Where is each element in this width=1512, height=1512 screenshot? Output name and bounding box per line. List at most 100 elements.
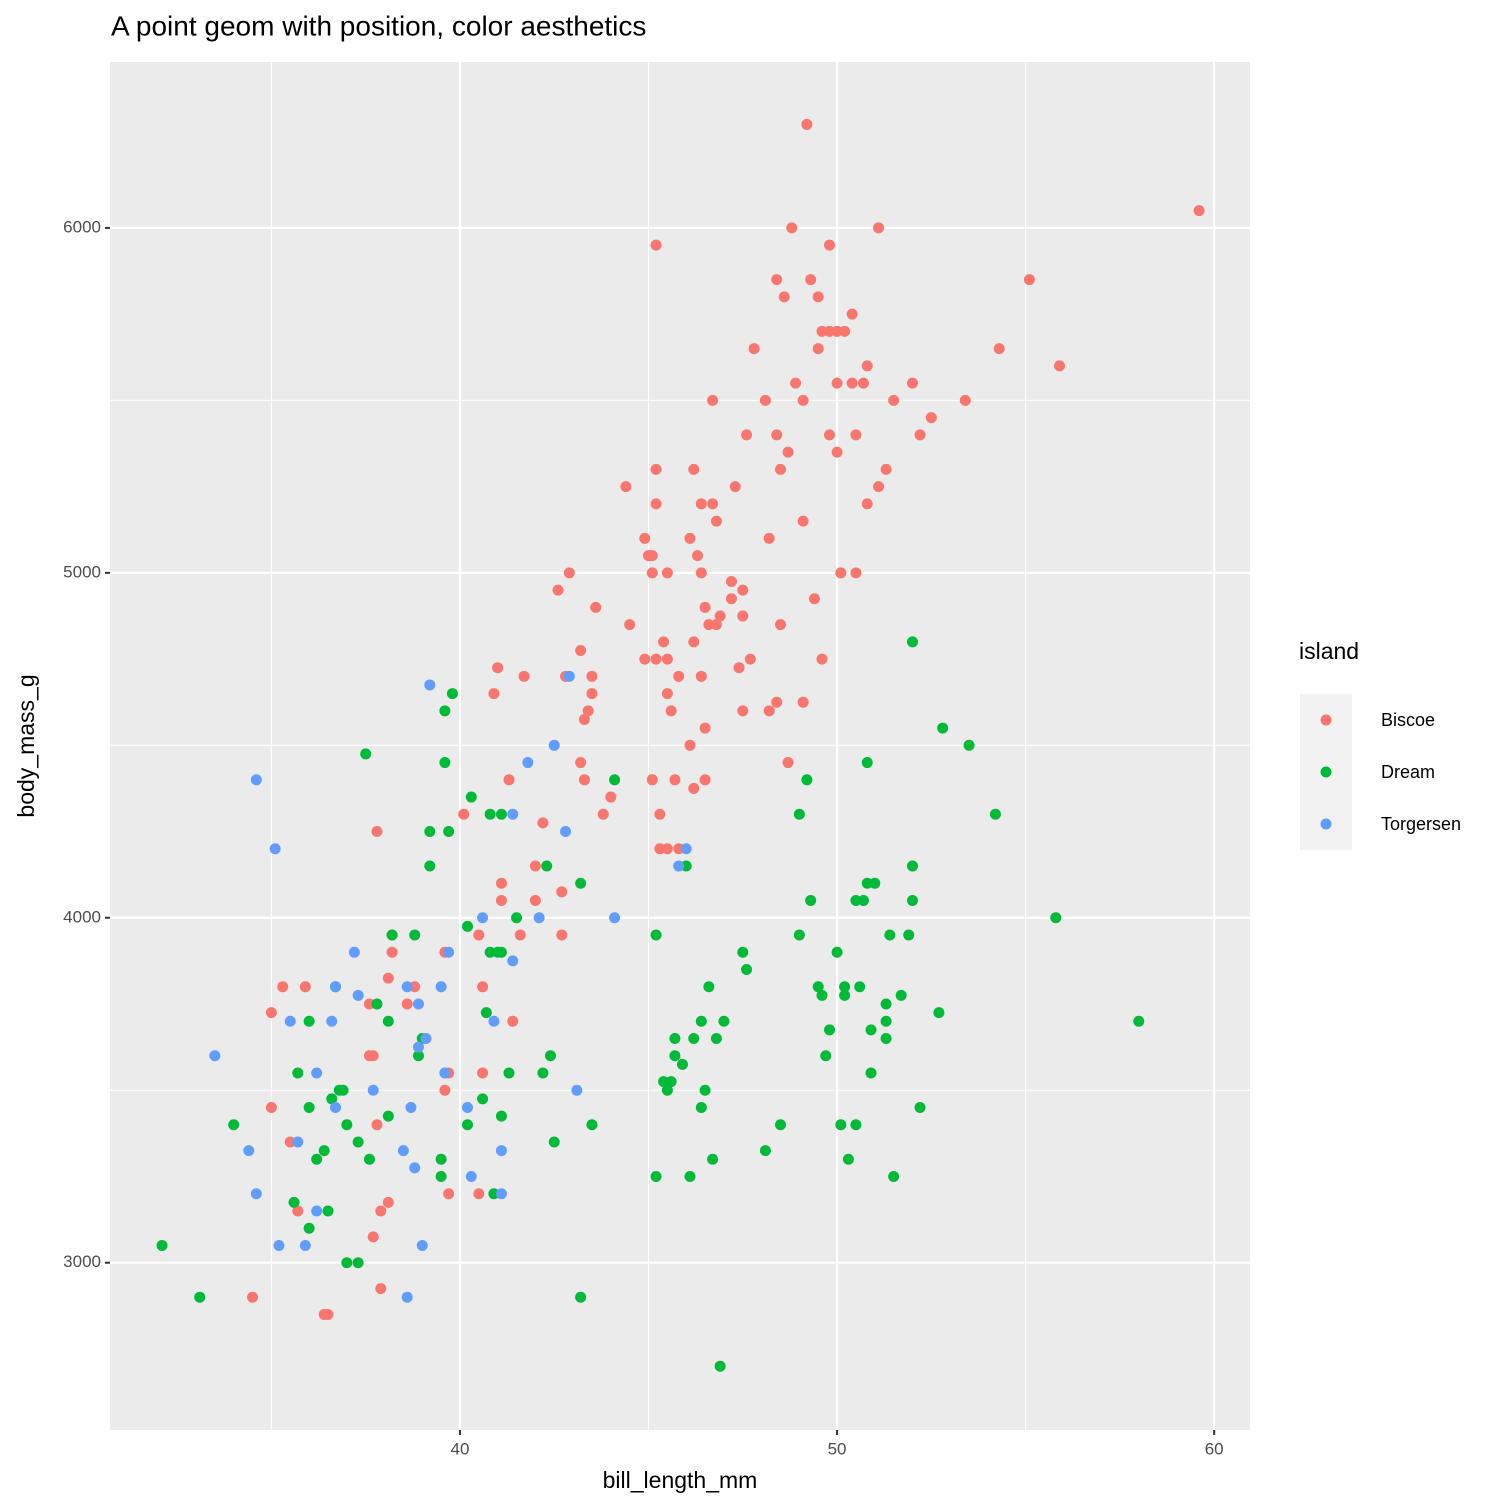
- point: [869, 877, 881, 889]
- point: [371, 1119, 383, 1131]
- point: [477, 981, 489, 993]
- point: [495, 1188, 507, 1200]
- point: [405, 1101, 417, 1113]
- point: [688, 782, 700, 794]
- point: [646, 567, 658, 579]
- point: [906, 636, 918, 648]
- point: [288, 1196, 300, 1208]
- point: [741, 429, 753, 441]
- point: [797, 515, 809, 527]
- point: [386, 946, 398, 958]
- point: [435, 1153, 447, 1165]
- point: [820, 1050, 832, 1062]
- point: [989, 808, 1001, 820]
- point: [771, 274, 783, 286]
- legend-label: Torgersen: [1381, 814, 1461, 834]
- point: [1050, 912, 1062, 924]
- point: [277, 981, 289, 993]
- point: [443, 826, 455, 838]
- point: [401, 998, 413, 1010]
- point: [409, 981, 421, 993]
- point: [654, 808, 666, 820]
- point: [661, 567, 673, 579]
- point: [654, 843, 666, 855]
- point: [228, 1119, 240, 1131]
- point: [605, 791, 617, 803]
- y-tick-label: 5000: [63, 562, 101, 581]
- legend-title: island: [1299, 638, 1359, 664]
- point: [273, 1239, 285, 1251]
- point: [446, 688, 458, 700]
- point: [352, 1257, 364, 1269]
- point: [575, 1291, 587, 1303]
- point: [650, 653, 662, 665]
- point: [880, 998, 892, 1010]
- point: [326, 1015, 338, 1027]
- point: [639, 532, 651, 544]
- point: [318, 1145, 330, 1157]
- point: [363, 998, 375, 1010]
- point: [571, 1084, 583, 1096]
- point: [725, 593, 737, 605]
- point: [401, 1291, 413, 1303]
- point: [737, 584, 749, 596]
- point: [443, 1188, 455, 1200]
- y-axis-title: body_mass_g: [13, 674, 39, 817]
- point: [695, 1015, 707, 1027]
- point: [326, 1093, 338, 1105]
- x-tick-label: 60: [1205, 1439, 1224, 1458]
- point: [963, 739, 975, 751]
- point: [382, 1015, 394, 1027]
- point: [661, 688, 673, 700]
- point: [744, 653, 756, 665]
- point: [194, 1291, 206, 1303]
- point: [812, 343, 824, 355]
- point: [646, 550, 658, 562]
- point: [888, 1170, 900, 1182]
- point: [650, 929, 662, 941]
- point: [665, 705, 677, 717]
- point: [703, 981, 715, 993]
- point: [311, 1205, 323, 1217]
- point: [371, 826, 383, 838]
- point: [710, 515, 722, 527]
- point: [688, 1033, 700, 1045]
- point: [416, 1239, 428, 1251]
- point: [793, 929, 805, 941]
- point: [265, 1101, 277, 1113]
- point: [473, 1188, 485, 1200]
- point: [556, 929, 568, 941]
- chart-title: A point geom with position, color aesthe…: [111, 10, 646, 41]
- point: [552, 584, 564, 596]
- point: [699, 1084, 711, 1096]
- points: [156, 118, 1205, 1372]
- point: [420, 1033, 432, 1045]
- point: [341, 1257, 353, 1269]
- point: [824, 429, 836, 441]
- point: [714, 1360, 726, 1372]
- point: [771, 429, 783, 441]
- point: [382, 972, 394, 984]
- point: [337, 1084, 349, 1096]
- point: [737, 610, 749, 622]
- point: [707, 1153, 719, 1165]
- point: [578, 774, 590, 786]
- legend: Biscoe Dream Torgersen: [1300, 694, 1461, 850]
- point: [412, 1050, 424, 1062]
- point: [265, 1007, 277, 1019]
- point: [684, 532, 696, 544]
- point: [548, 1136, 560, 1148]
- point: [292, 1136, 304, 1148]
- point: [495, 1145, 507, 1157]
- point: [857, 377, 869, 389]
- point: [684, 1170, 696, 1182]
- point: [303, 1015, 315, 1027]
- point: [661, 653, 673, 665]
- point: [363, 1153, 375, 1165]
- point: [710, 1033, 722, 1045]
- point: [861, 877, 873, 889]
- point: [563, 567, 575, 579]
- point: [831, 325, 843, 337]
- point: [477, 1067, 489, 1079]
- point: [993, 343, 1005, 355]
